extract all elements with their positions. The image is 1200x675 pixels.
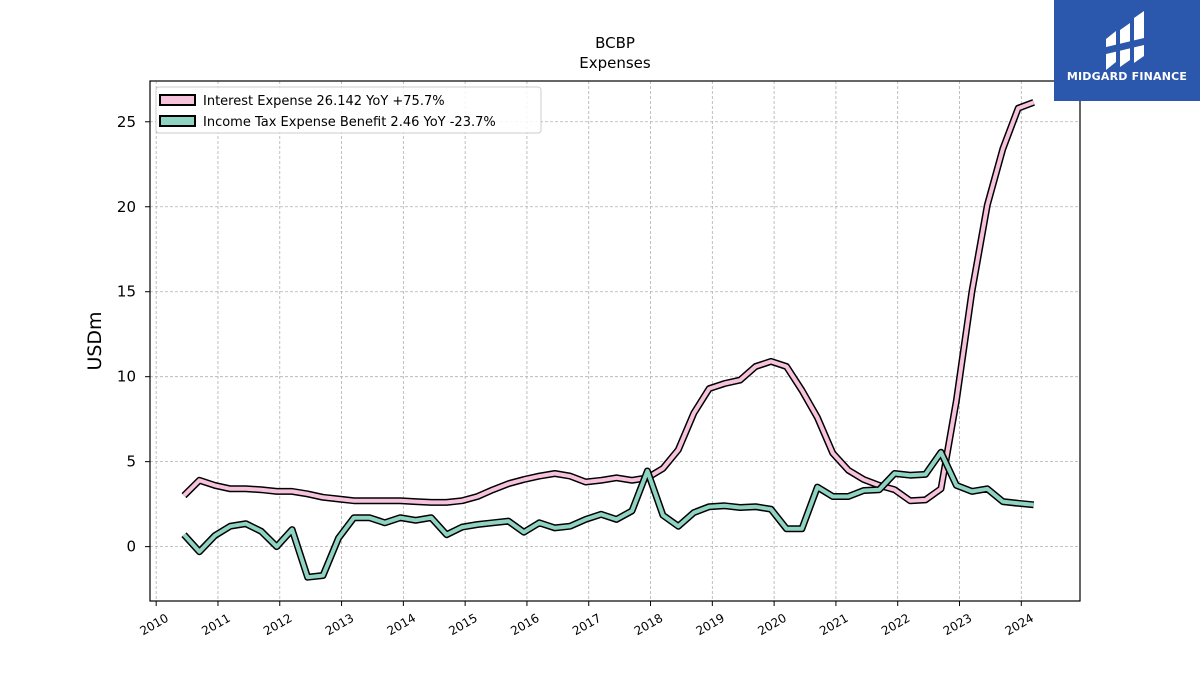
legend-label-1: Income Tax Expense Benefit 2.46 YoY -23.… (203, 115, 496, 130)
x-tick-label: 2013 (323, 611, 356, 638)
y-tick-label: 25 (117, 113, 136, 131)
x-tick-label: 2015 (446, 611, 479, 638)
x-tick-label: 2023 (941, 611, 974, 638)
y-tick-label: 20 (117, 198, 136, 216)
y-tick-label: 0 (126, 538, 136, 556)
y-tick-label: 10 (117, 368, 136, 386)
x-tick-label: 2010 (137, 611, 170, 638)
x-tick-label: 2024 (1003, 611, 1036, 638)
y-tick-label: 15 (117, 283, 136, 301)
y-axis-label: USDm (84, 311, 106, 370)
x-tick-label: 2014 (385, 611, 418, 638)
series-line-1 (182, 450, 1034, 580)
logo-mark-icon (1102, 11, 1148, 70)
x-tick-label: 2018 (632, 611, 665, 638)
series-layer (181, 99, 1035, 581)
y-tick-label: 5 (126, 453, 136, 471)
x-tick-label: 2012 (261, 611, 294, 638)
x-tick-label: 2016 (508, 611, 541, 638)
series-outline-1 (181, 448, 1035, 581)
x-tick-label: 2017 (570, 611, 603, 638)
legend-swatch-1 (159, 115, 196, 127)
legend-swatch-0 (159, 94, 196, 106)
series-outline-0 (181, 99, 1035, 506)
legend: Interest Expense 26.142 YoY +75.7% Income… (155, 86, 542, 134)
grid-lines (150, 81, 1080, 601)
brand-name: MIDGARD FINANCE (1066, 70, 1188, 83)
x-tick-label: 2019 (694, 611, 727, 638)
x-tick-label: 2011 (199, 611, 232, 638)
axes: 2010 2011 2012 2013 2014 2015 2016 2017 2018 2019… (117, 113, 1036, 638)
legend-box (155, 86, 542, 134)
plot-frame (149, 80, 1081, 602)
brand-logo: MIDGARD FINANCE (1054, 0, 1200, 101)
chart-subtitle: Expenses (579, 54, 651, 72)
x-tick-label: 2021 (817, 611, 850, 638)
legend-label-0: Interest Expense 26.142 YoY +75.7% (203, 94, 445, 109)
x-tick-label: 2020 (755, 611, 788, 638)
x-tick-label: 2022 (879, 611, 912, 638)
series-line-0 (182, 100, 1035, 505)
chart-title: BCBP (595, 34, 635, 52)
